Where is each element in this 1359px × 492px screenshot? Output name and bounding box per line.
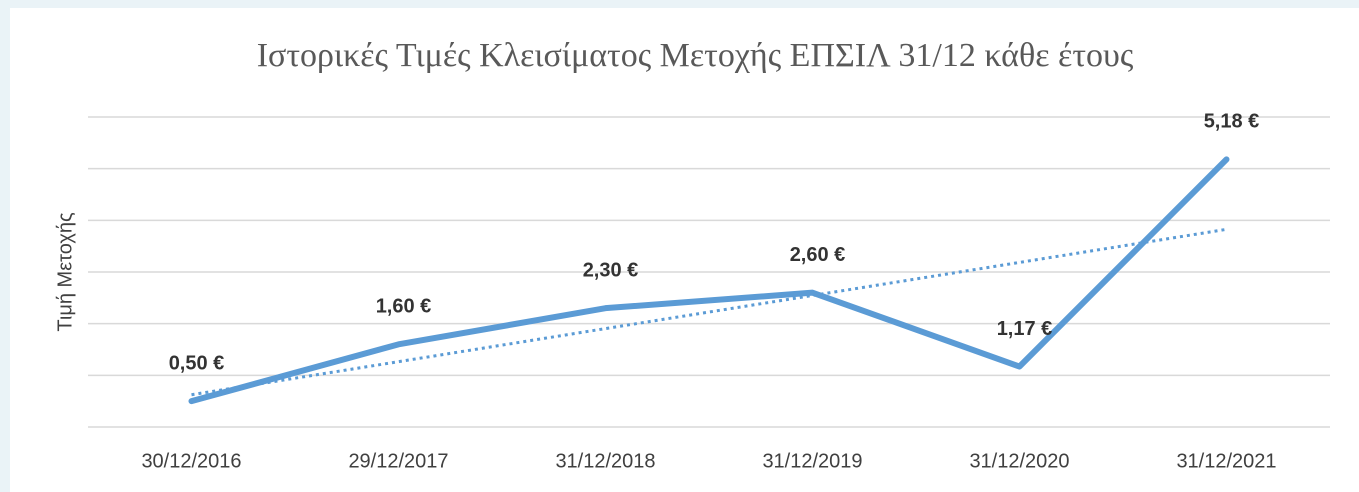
x-tick-label: 30/12/2016	[141, 450, 241, 472]
x-tick-label: 31/12/2020	[969, 450, 1069, 472]
data-label: 5,18 €	[1204, 111, 1260, 133]
x-tick-label: 29/12/2017	[348, 450, 448, 472]
chart-title: Ιστορικές Τιμές Κλεισίματος Μετοχής ΕΠΣΙ…	[257, 37, 1134, 74]
data-label: 0,50 €	[169, 352, 225, 374]
x-tick-label: 31/12/2019	[762, 450, 862, 472]
x-tick-label: 31/12/2018	[555, 450, 655, 472]
data-line	[188, 156, 1230, 405]
x-tick-label: 31/12/2021	[1176, 450, 1276, 472]
data-label: 2,60 €	[790, 244, 846, 266]
y-axis-title: Τιμή Μετοχής	[54, 212, 76, 332]
data-label: 1,60 €	[376, 296, 432, 318]
data-label: 2,30 €	[583, 259, 639, 281]
chart-area	[10, 8, 1359, 492]
data-label: 1,17 €	[997, 318, 1053, 340]
